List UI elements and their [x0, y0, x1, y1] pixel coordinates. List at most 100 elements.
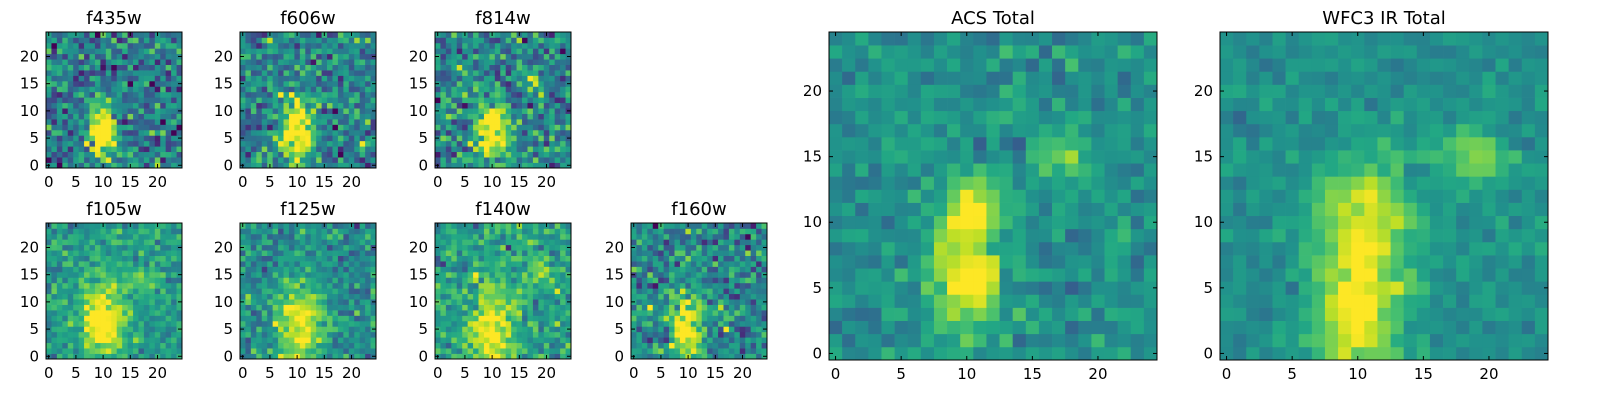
heatmap-cell [62, 48, 69, 55]
heatmap-cell [365, 75, 371, 82]
heatmap-cell [321, 326, 328, 333]
heatmap-cell [267, 266, 273, 273]
heatmap-cell [920, 241, 935, 256]
heatmap-cell [267, 342, 273, 349]
heatmap-cell [51, 48, 58, 55]
heatmap-cell [565, 255, 572, 262]
heatmap-cell [522, 119, 528, 125]
heatmap-cell [78, 102, 85, 109]
heatmap-cell [494, 310, 501, 316]
heatmap-cell [527, 223, 534, 229]
heatmap-cell [658, 255, 664, 262]
heatmap-cell [56, 337, 63, 344]
heatmap-cell [316, 91, 322, 98]
heatmap-cell [947, 268, 961, 282]
heatmap-cell [511, 288, 517, 295]
heatmap-cell [669, 315, 675, 322]
heatmap-cell [669, 233, 675, 240]
heatmap-cell [505, 282, 512, 289]
heatmap-cell [245, 353, 252, 360]
heatmap-cell [343, 91, 350, 98]
heatmap-cell [881, 307, 895, 321]
heatmap-cell [267, 119, 273, 125]
heatmap-cell [500, 42, 507, 49]
y-tick-label: 0 [29, 156, 39, 174]
heatmap-cell [105, 119, 112, 125]
heatmap-cell [663, 337, 670, 344]
heatmap-cell [176, 70, 183, 76]
heatmap-cell [56, 42, 63, 49]
heatmap-cell [116, 277, 123, 284]
heatmap-cell [94, 162, 101, 169]
heatmap-cell [359, 64, 366, 71]
heatmap-cell [288, 228, 295, 235]
heatmap-cell [154, 239, 161, 246]
heatmap-cell [1078, 228, 1092, 243]
heatmap-cell [305, 239, 312, 246]
heatmap-cell [56, 59, 63, 65]
heatmap-cell [473, 255, 479, 262]
heatmap-cell [718, 348, 724, 354]
heatmap-cell [647, 255, 654, 262]
axes-frame [630, 222, 768, 360]
heatmap-cell [176, 315, 183, 322]
heatmap-cell [143, 157, 150, 163]
heatmap-cell [933, 189, 948, 203]
heatmap-cell [332, 75, 339, 82]
heatmap-cell [250, 266, 257, 273]
heatmap-cell [456, 320, 463, 327]
heatmap-cell [505, 42, 512, 49]
heatmap-cell [554, 53, 561, 60]
heatmap-cell [685, 288, 692, 295]
heatmap-cell [343, 266, 350, 273]
heatmap-cell [321, 135, 328, 142]
heatmap-cell [538, 162, 545, 169]
heatmap-cell [46, 239, 52, 246]
heatmap-cell [62, 315, 69, 322]
heatmap-cell [370, 64, 377, 71]
heatmap-cell [354, 348, 361, 354]
heatmap-cell [1052, 241, 1066, 256]
heatmap-cell [105, 228, 112, 235]
heatmap-cell [370, 97, 377, 104]
heatmap-cell [739, 244, 746, 251]
heatmap-cell [500, 348, 507, 354]
heatmap-cell [261, 108, 268, 114]
heatmap-cell [359, 157, 366, 163]
heatmap-cell [67, 86, 74, 93]
heatmap-cell [728, 337, 735, 344]
heatmap-cell [332, 250, 339, 256]
heatmap-cell [1025, 215, 1040, 230]
heatmap-cell [489, 348, 496, 354]
heatmap-cell [348, 151, 355, 158]
heatmap-cell [62, 70, 69, 76]
heatmap-cell [62, 337, 69, 344]
heatmap-cell [842, 150, 856, 164]
heatmap-cell [62, 97, 69, 104]
heatmap-cell [256, 250, 263, 256]
heatmap-cell [1012, 268, 1027, 282]
heatmap-cell [549, 146, 556, 153]
heatmap-cell [171, 108, 177, 114]
heatmap-cell [478, 102, 485, 109]
heatmap-cell [707, 315, 713, 322]
heatmap-cell [440, 157, 447, 163]
heatmap-cell [133, 244, 139, 251]
heatmap-cell [138, 315, 145, 322]
heatmap-cell [127, 239, 134, 246]
heatmap-cell [516, 315, 523, 322]
heatmap-cell [250, 91, 257, 98]
heatmap-cell [316, 277, 322, 284]
heatmap-cell [473, 261, 479, 267]
heatmap-cell [67, 271, 74, 278]
heatmap-cell [663, 315, 670, 322]
heatmap-cell [332, 59, 339, 65]
heatmap-cell [343, 348, 350, 354]
heatmap-cell [294, 113, 301, 120]
heatmap-cell [473, 135, 479, 142]
heatmap-cell [160, 48, 167, 55]
heatmap-cell [445, 331, 452, 338]
heatmap-cell [467, 320, 474, 327]
heatmap-cell [365, 277, 371, 284]
heatmap-cell [299, 119, 306, 125]
